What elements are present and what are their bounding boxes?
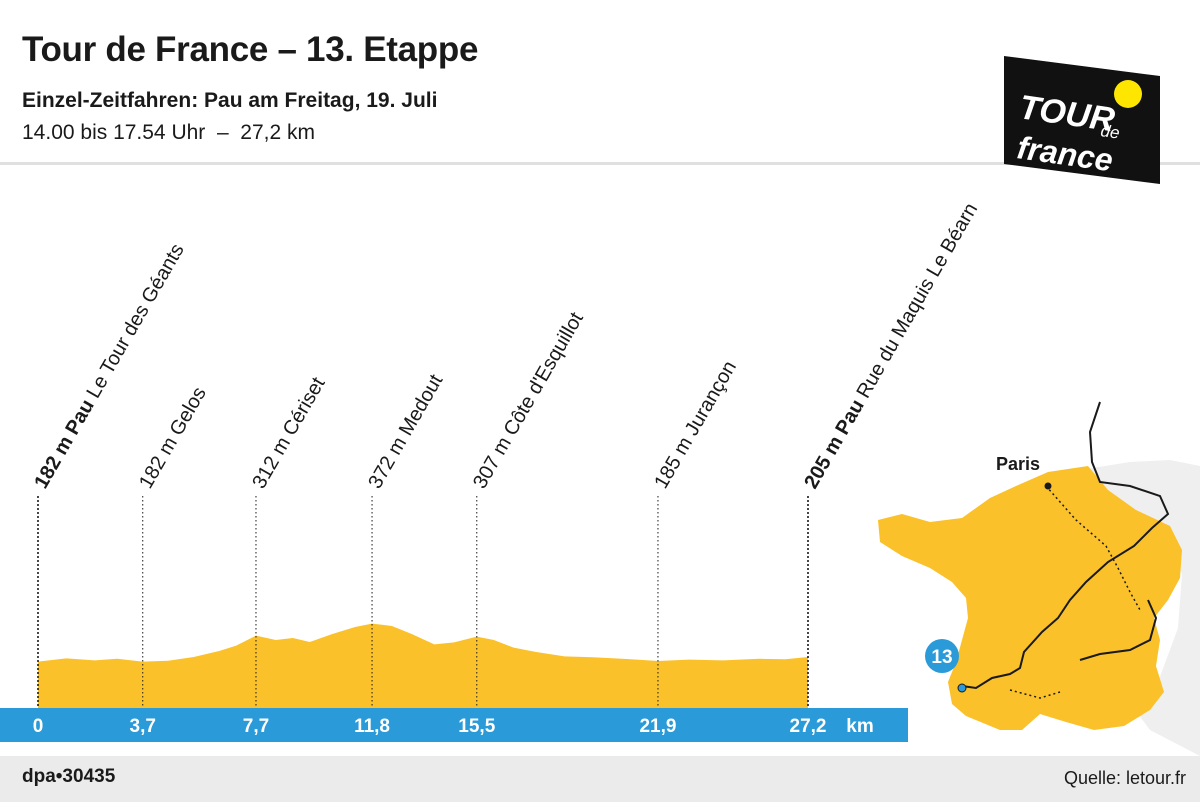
waypoint-elevation: 185 m [650, 429, 700, 493]
waypoint-label: 372 m Medout [364, 370, 447, 492]
tour-de-france-logo: TOUR de france [1004, 56, 1160, 184]
source-credit: Quelle: letour.fr [1063, 768, 1186, 788]
waypoint-name: Le Tour des Géants [83, 240, 189, 402]
waypoint-name: Côte d'Esquillot [500, 308, 588, 439]
waypoint-elevation-city: 205 m Pau [800, 391, 871, 493]
stage-number-badge [925, 639, 959, 673]
waypoint-label: 307 m Côte d'Esquillot [469, 308, 588, 492]
waypoint-elevation-city: 182 m Pau [30, 391, 101, 493]
route-transfer-line [1009, 485, 1141, 699]
pau-marker [957, 683, 967, 693]
elevation-profile-fill [38, 623, 808, 708]
km-tick-label: 0 [33, 716, 44, 737]
km-tick-label: 21,9 [639, 716, 676, 737]
paris-marker [1044, 482, 1052, 490]
waypoint-elevation: 307 m [469, 429, 519, 493]
waypoint-name: Gelos [166, 383, 211, 439]
waypoint-label: 185 m Jurançon [650, 357, 741, 492]
waypoint-name: Medout [395, 370, 448, 439]
header-divider [0, 162, 1200, 165]
distance-axis-bar [0, 708, 908, 742]
stage-timing: 14.00 bis 17.54 Uhr – 27,2 km [22, 121, 316, 144]
waypoint-elevation: 372 m [364, 429, 414, 493]
stage-profile-diagram: Paris 13 182 m Pau Le Tour des Géants182… [0, 199, 1200, 756]
waypoint-label: 205 m Pau Rue du Maquis Le Béarn [800, 199, 982, 492]
map-city-paris: Paris [996, 454, 1040, 474]
waypoint-name: Cériset [279, 373, 330, 439]
france-shape [878, 466, 1182, 730]
graphic-id: dpa•30435 [22, 766, 116, 787]
km-tick-label: 15,5 [458, 716, 495, 737]
header: Tour de France – 13. Etappe Einzel-Zeitf… [0, 0, 1200, 170]
km-tick-label: 7,7 [243, 716, 269, 737]
km-tick-label: 11,8 [354, 716, 390, 737]
route-map: Paris 13 [878, 401, 1200, 756]
km-tick-label: 3,7 [130, 716, 156, 737]
km-tick-label: 27,2 [790, 716, 827, 737]
waypoint-label: 182 m Gelos [135, 383, 211, 492]
waypoint-elevation: 182 m [135, 429, 185, 493]
waypoint-label: 312 m Cériset [248, 373, 330, 492]
waypoint-elevation: 312 m [248, 429, 298, 493]
waypoint-name: Rue du Maquis Le Béarn [853, 199, 983, 402]
route-line [961, 401, 1170, 690]
page-subtitle: Einzel-Zeitfahren: Pau am Freitag, 19. J… [22, 89, 438, 112]
stage-number-label: 13 [931, 647, 952, 668]
logo-yellow-ball [1114, 80, 1142, 108]
waypoint-name: Jurançon [681, 357, 741, 439]
distance-unit-label: km [846, 716, 873, 737]
footer [0, 756, 1200, 802]
logo-line-2: de [1099, 121, 1120, 142]
page-title: Tour de France – 13. Etappe [22, 30, 479, 69]
